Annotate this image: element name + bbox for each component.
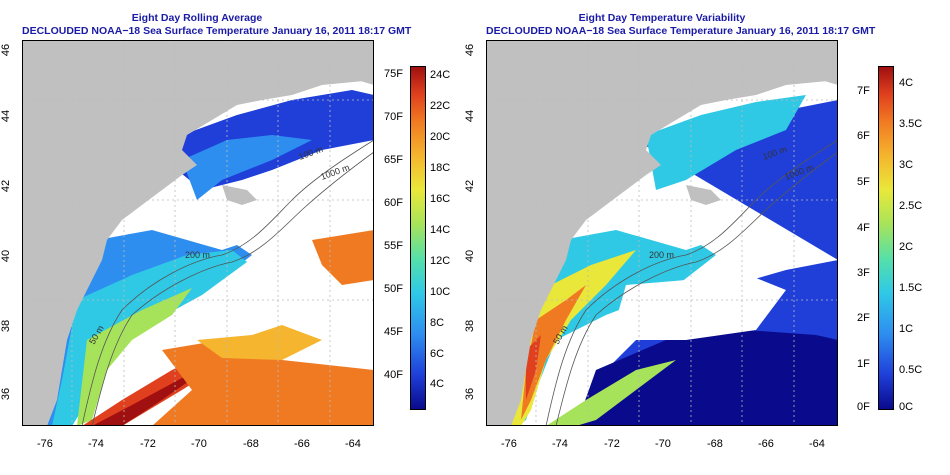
left-ytick-44: 44 <box>0 109 13 123</box>
right-cb-c-3: 3C <box>899 159 914 171</box>
left-xtick-68: -68 <box>243 438 259 450</box>
right-var-central-nodata <box>616 270 786 340</box>
left-gridlines <box>22 40 374 426</box>
left-cb-c-18: 18C <box>430 162 451 174</box>
right-cb-c-2-5: 2.5C <box>899 200 923 212</box>
left-cb-c-24: 24C <box>430 69 451 81</box>
right-ytick-40: 40 <box>464 249 477 263</box>
left-sst-offshore-yellow <box>197 325 322 360</box>
right-ytick-44: 44 <box>464 109 477 123</box>
left-sst-northern-cold <box>182 135 312 200</box>
right-xtick-76: -76 <box>501 438 517 450</box>
right-xtick-66: -66 <box>758 438 774 450</box>
right-cb-f-0: 0F <box>857 401 870 413</box>
left-contour-label-200m: 200 m <box>185 250 210 260</box>
right-xtick-74: -74 <box>552 438 568 450</box>
left-cb-f-50: 50F <box>384 283 403 295</box>
right-cb-c-0-5: 0.5C <box>899 364 923 376</box>
left-ytick-42: 42 <box>0 179 13 193</box>
right-var-offshore-blocks <box>576 330 838 426</box>
left-cb-c-16: 16C <box>430 193 451 205</box>
right-ytick-36: 36 <box>464 387 477 401</box>
left-sst-offshore-warm <box>152 340 374 426</box>
left-xtick-66: -66 <box>294 438 310 450</box>
left-cb-c-14: 14C <box>430 224 451 236</box>
left-ytick-36: 36 <box>0 387 13 401</box>
right-cb-c-3-5: 3.5C <box>899 118 923 130</box>
left-land-nova-scotia <box>327 40 374 85</box>
right-xtick-72: -72 <box>604 438 620 450</box>
right-cb-f-5: 5F <box>857 176 870 188</box>
left-xtick-76: -76 <box>37 438 53 450</box>
left-cb-f-75: 75F <box>384 68 403 80</box>
right-contour-label-200m: 200 m <box>649 250 674 260</box>
left-xtick-74: -74 <box>88 438 104 450</box>
left-cb-c-6: 6C <box>430 348 445 360</box>
left-cb-c-22: 22C <box>430 100 451 112</box>
left-title-line1: Eight Day Rolling Average <box>131 12 263 24</box>
right-var-shelf-red <box>526 335 541 400</box>
right-cb-c-0: 0C <box>899 401 914 413</box>
right-map-svg: 100 m 1000 m 200 m 50 m <box>486 40 838 426</box>
right-cb-c-2: 2C <box>899 241 914 253</box>
right-var-gulfstream-band <box>546 360 676 426</box>
right-xtick-68: -68 <box>707 438 723 450</box>
right-cb-c-4: 4C <box>899 77 914 89</box>
left-xtick-64: -64 <box>345 438 361 450</box>
right-land <box>486 40 838 426</box>
left-cb-c-4: 4C <box>430 378 445 390</box>
left-ytick-40: 40 <box>0 249 13 263</box>
right-map: 100 m 1000 m 200 m 50 m <box>486 40 838 426</box>
left-xtick-72: -72 <box>140 438 156 450</box>
right-cb-c-1-5: 1.5C <box>899 282 923 294</box>
left-cb-f-70: 70F <box>384 111 403 123</box>
right-cb-f-7: 7F <box>857 85 870 97</box>
left-title-line2: DECLOUDED NOAA−18 Sea Surface Temperatur… <box>22 25 412 37</box>
right-var-shelf-mid <box>506 230 716 426</box>
left-cb-f-65: 65F <box>384 154 403 166</box>
left-cb-c-8: 8C <box>430 317 445 329</box>
left-cb-c-12: 12C <box>430 255 451 267</box>
left-map-frame <box>22 40 374 426</box>
right-xtick-64: -64 <box>809 438 825 450</box>
left-cb-f-60: 60F <box>384 197 403 209</box>
right-cb-f-4: 4F <box>857 222 870 234</box>
right-title-line2: DECLOUDED NOAA−18 Sea Surface Temperatur… <box>486 25 876 37</box>
right-cb-f-3: 3F <box>857 267 870 279</box>
left-sst-gulfstream-core <box>92 372 202 426</box>
right-var-northern <box>646 95 806 190</box>
right-ytick-42: 42 <box>464 179 477 193</box>
left-ytick-46: 46 <box>0 43 13 57</box>
right-gridlines <box>486 40 838 426</box>
right-xtick-70: -70 <box>655 438 671 450</box>
right-ytick-38: 38 <box>464 319 477 333</box>
left-contours <box>81 139 374 426</box>
left-sst-slope-water <box>312 230 374 285</box>
left-cb-f-45: 45F <box>384 326 403 338</box>
left-cb-f-40: 40F <box>384 369 403 381</box>
left-cb-c-20: 20C <box>430 131 451 143</box>
right-cb-f-1: 1F <box>857 358 870 370</box>
left-ytick-38: 38 <box>0 319 13 333</box>
right-colorbar <box>878 66 894 410</box>
left-colorbar <box>410 66 426 410</box>
right-cb-f-6: 6F <box>857 130 870 142</box>
left-xtick-70: -70 <box>191 438 207 450</box>
right-map-frame <box>486 40 838 426</box>
right-land-nova-scotia <box>791 40 838 85</box>
right-ytick-46: 46 <box>464 43 477 57</box>
right-contours <box>545 139 838 426</box>
left-cb-f-55: 55F <box>384 240 403 252</box>
right-cb-c-1: 1C <box>899 323 914 335</box>
left-map-svg: 100 m 1000 m 200 m 50 m <box>22 40 374 426</box>
left-cb-c-10: 10C <box>430 286 451 298</box>
right-cb-f-2: 2F <box>857 312 870 324</box>
left-land <box>22 40 374 426</box>
left-map: 100 m 1000 m 200 m 50 m <box>22 40 374 426</box>
left-sst-shelf <box>52 250 247 426</box>
right-title-line1: Eight Day Temperature Variability <box>578 12 746 24</box>
